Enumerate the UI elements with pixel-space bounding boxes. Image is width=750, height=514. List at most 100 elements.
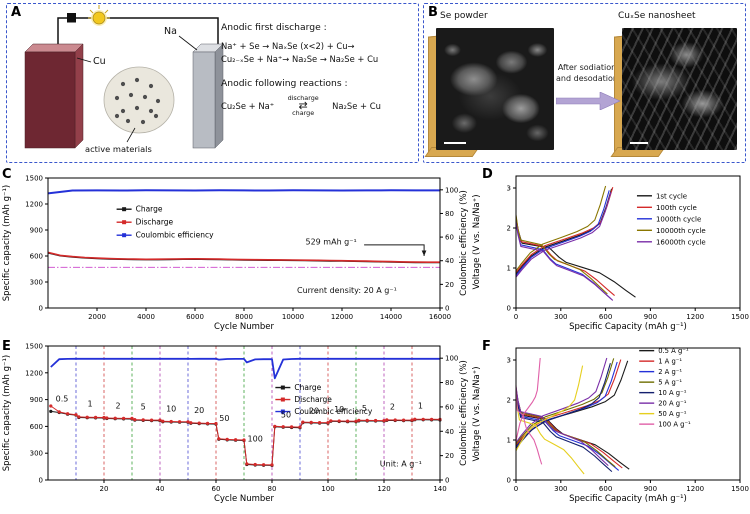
svg-text:2000: 2000	[88, 313, 106, 321]
svg-text:300: 300	[30, 450, 43, 458]
svg-text:60: 60	[212, 485, 221, 493]
right-arrow-icon	[556, 92, 621, 110]
series-10 A g⁻¹	[515, 392, 613, 473]
svg-text:100: 100	[321, 485, 334, 493]
svg-text:0: 0	[39, 477, 43, 485]
series-10 A g⁻¹	[515, 363, 611, 449]
annotation: 10	[334, 405, 344, 414]
svg-text:900: 900	[30, 227, 43, 235]
svg-text:1: 1	[507, 265, 511, 273]
active-materials-label: active materials	[85, 144, 152, 154]
annotation: 2	[115, 402, 120, 411]
legend-entry: 5 A g⁻¹	[658, 379, 682, 387]
legend-entry: 1 A g⁻¹	[658, 358, 682, 366]
annotation: 5	[141, 403, 146, 412]
annotation: 10	[166, 404, 176, 413]
panel-b: Se powder CuₓSe nanosheet After sodiatio…	[423, 3, 746, 163]
chart-svg-F: 0 300 600 900 1200 1500 0 1 2 3 Specific Capacity …	[472, 347, 749, 504]
svg-text:80: 80	[445, 210, 454, 218]
reversible-arrow: discharge ⇄ charge	[277, 95, 329, 117]
svg-text:2: 2	[507, 397, 511, 405]
cuxse-nanosheet-label: CuₓSe nanosheet	[618, 11, 696, 21]
svg-text:1500: 1500	[25, 343, 43, 351]
svg-text:900: 900	[30, 396, 43, 404]
series-10000th cycle	[515, 185, 607, 272]
svg-text:1200: 1200	[686, 313, 704, 321]
x-axis-label: Specific Capacity (mAh g⁻¹)	[569, 494, 687, 504]
reaction-title-2: Anodic following reactions :	[221, 78, 348, 89]
series-100 A g⁻¹	[515, 357, 541, 442]
series-Charge	[50, 410, 441, 466]
scale-bar	[444, 142, 466, 144]
legend-entry: Coulombic efficiency	[136, 231, 214, 240]
chart-svg-D: 0 300 600 900 1200 1500 0 1 2 3 Specific Capacity …	[472, 175, 749, 332]
reaction-right: Na₂Se + Cu	[332, 101, 381, 111]
sem-image-cuxse-nanosheet	[622, 28, 737, 150]
voltage-profiles-rates-chart: 0 300 600 900 1200 1500 0 1 2 3 Specific Capacity …	[470, 338, 750, 514]
series-20 A g⁻¹	[515, 386, 609, 467]
svg-text:40: 40	[156, 485, 165, 493]
y-axis-label-left: Voltage (V vs. Na/Na⁺)	[472, 194, 482, 289]
na-electrode	[192, 43, 224, 149]
svg-text:0: 0	[39, 305, 43, 313]
series-1000th cycle	[515, 219, 612, 300]
annotation: 529 mAh g⁻¹	[305, 237, 356, 246]
svg-text:3: 3	[507, 185, 511, 193]
annotation: 50	[219, 414, 229, 423]
transformation-caption-line2: and desodation	[556, 74, 618, 83]
svg-text:0: 0	[514, 485, 518, 493]
annotation: 20	[194, 406, 204, 415]
svg-text:120: 120	[377, 485, 390, 493]
annotation: 1	[418, 402, 423, 411]
svg-text:300: 300	[554, 485, 567, 493]
svg-text:20: 20	[445, 281, 454, 289]
panel-label-d: D	[482, 167, 493, 182]
panel-label-f: F	[482, 339, 491, 354]
y-axis-label-right: Coulombic efficiency (%)	[459, 190, 469, 296]
legend-entry: 0.5 A g⁻¹	[658, 347, 689, 355]
series-Coulombic efficiency	[50, 357, 440, 380]
legend-entry: Coulombic efficiency	[294, 407, 372, 416]
transformation-caption: After sodiation and desodation	[544, 62, 630, 84]
legend-entry: 10000th cycle	[656, 227, 706, 235]
annotation: 20	[309, 406, 319, 415]
svg-text:0: 0	[507, 477, 511, 485]
legend-entry: Discharge	[136, 218, 174, 227]
annotation: 2	[390, 403, 395, 412]
svg-text:60: 60	[445, 403, 454, 411]
cu-pointer	[76, 57, 92, 63]
series-50 A g⁻¹	[515, 394, 585, 475]
series-50 A g⁻¹	[515, 365, 584, 452]
panel-label-b: B	[428, 5, 438, 20]
svg-text:6000: 6000	[186, 313, 204, 321]
svg-text:1200: 1200	[25, 369, 43, 377]
transformation-caption-line1: After sodiation	[557, 63, 617, 72]
chart-svg-E: 20 40 60 80 100 120 14003006009001200150002040…	[2, 343, 469, 505]
svg-text:16000: 16000	[429, 313, 451, 321]
wire-right	[107, 17, 219, 46]
legend-entry: 50 A g⁻¹	[658, 410, 687, 418]
legend-entry: Charge	[136, 205, 163, 214]
chart-svg-C: 2000 4000 6000 8000 10000 12000 14000 160000300…	[2, 175, 469, 333]
legend-entry: Charge	[294, 383, 321, 392]
charge-label: charge	[292, 109, 315, 117]
series-100 A g⁻¹	[515, 385, 543, 465]
legend-entry: 20 A g⁻¹	[658, 400, 687, 408]
svg-text:900: 900	[644, 313, 657, 321]
svg-text:1500: 1500	[25, 175, 43, 183]
svg-text:3: 3	[507, 357, 511, 365]
legend-entry: 10 A g⁻¹	[658, 389, 687, 397]
series-Coulombic efficiency	[47, 189, 440, 195]
legend-entry: Discharge	[294, 395, 332, 404]
series-16000th cycle	[515, 221, 614, 301]
svg-text:100: 100	[445, 186, 458, 194]
svg-text:600: 600	[599, 485, 612, 493]
svg-text:300: 300	[30, 279, 43, 287]
reaction-title-1: Anodic first discharge :	[221, 22, 327, 33]
se-powder-label: Se powder	[440, 11, 488, 21]
x-axis-label: Cycle Number	[214, 322, 275, 332]
cu-electrode	[24, 43, 84, 149]
svg-text:80: 80	[445, 379, 454, 387]
svg-text:1200: 1200	[686, 485, 704, 493]
